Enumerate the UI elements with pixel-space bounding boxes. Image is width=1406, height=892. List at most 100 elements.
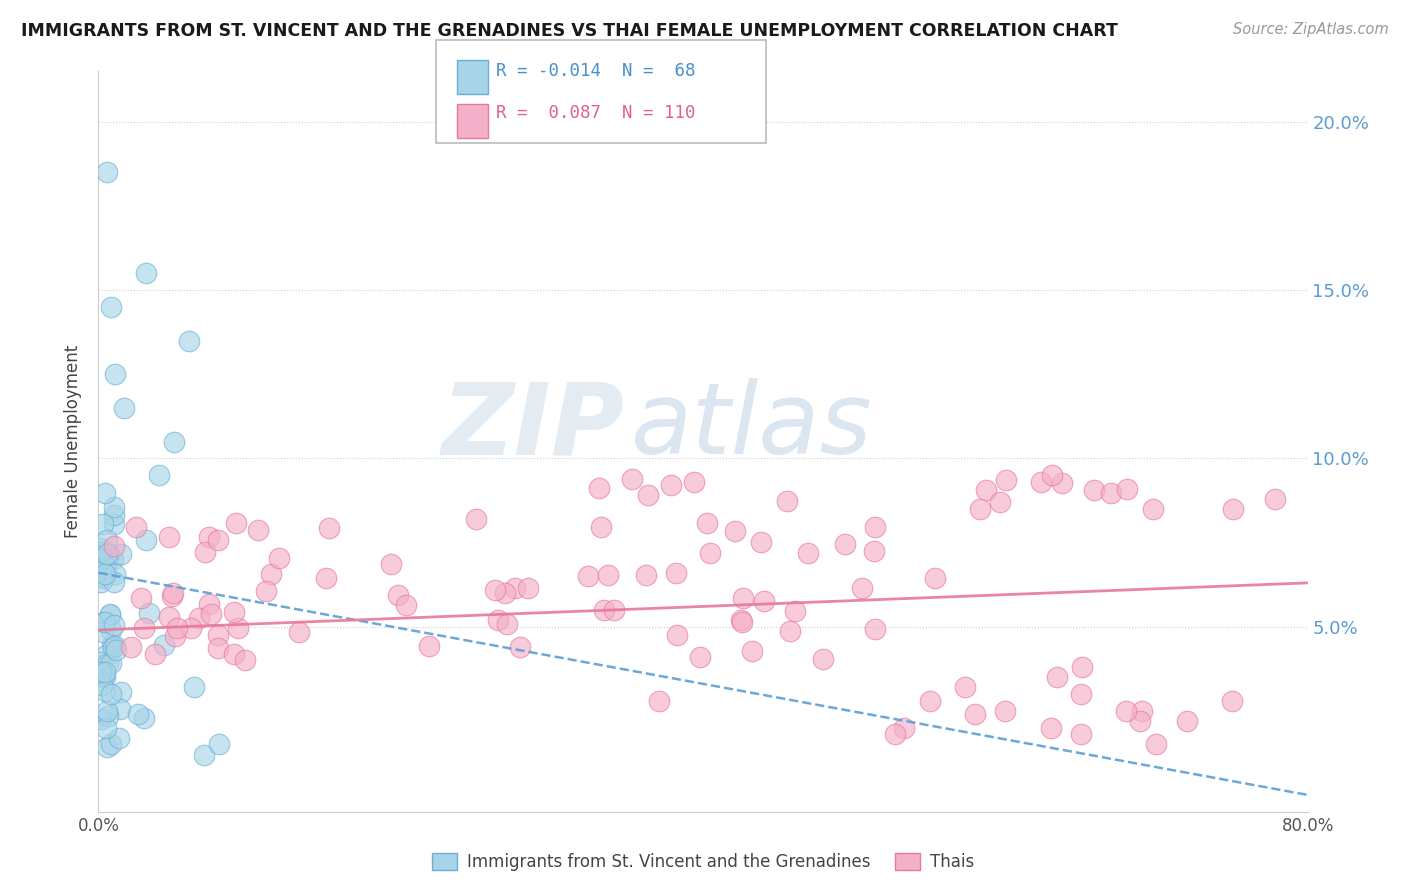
Point [862, 544, 884, 558]
Point [380, 557, 402, 571]
Point [91, 568, 114, 582]
Point [157, 530, 180, 544]
Point [1029, 475, 1052, 490]
Point [1220, 694, 1243, 708]
Point [103, 540, 125, 554]
Point [1046, 670, 1069, 684]
Point [193, 747, 215, 762]
Point [689, 649, 711, 664]
Point [124, 520, 146, 534]
Point [1040, 468, 1063, 483]
Point [101, 638, 124, 652]
Point [90, 574, 112, 589]
Point [509, 640, 531, 655]
Point [503, 581, 526, 595]
Point [637, 488, 659, 502]
Point [1144, 738, 1167, 752]
Point [659, 478, 682, 492]
Point [699, 546, 721, 560]
Text: R =  0.087  N = 110: R = 0.087 N = 110 [496, 104, 696, 122]
Point [863, 520, 886, 534]
Point [103, 500, 125, 515]
Point [135, 533, 157, 547]
Point [163, 434, 186, 449]
Point [96, 648, 118, 662]
Point [90, 712, 112, 726]
Point [741, 644, 763, 658]
Point [138, 607, 160, 621]
Point [724, 524, 747, 538]
Point [974, 483, 997, 498]
Point [200, 607, 222, 622]
Point [733, 591, 755, 606]
Point [1175, 714, 1198, 728]
Point [134, 622, 156, 636]
Point [98, 608, 121, 623]
Point [127, 706, 149, 721]
Point [1115, 704, 1137, 718]
Point [260, 566, 283, 581]
Point [160, 589, 183, 603]
Point [207, 533, 229, 547]
Point [225, 516, 247, 530]
Point [683, 475, 706, 489]
Point [226, 622, 249, 636]
Point [108, 731, 131, 746]
Point [153, 638, 176, 652]
Point [90, 655, 112, 669]
Text: ZIP: ZIP [441, 378, 624, 475]
Point [751, 535, 773, 549]
Point [120, 640, 142, 655]
Point [166, 621, 188, 635]
Point [494, 585, 516, 599]
Point [194, 544, 217, 558]
Point [394, 598, 416, 612]
Point [148, 468, 170, 483]
Point [100, 657, 122, 671]
Point [93, 667, 115, 681]
Point [596, 567, 619, 582]
Legend: Immigrants from St. Vincent and the Grenadines, Thais: Immigrants from St. Vincent and the Gren… [425, 846, 981, 878]
Point [94, 665, 117, 680]
Point [315, 571, 337, 585]
Point [222, 605, 245, 619]
Point [143, 647, 166, 661]
Point [103, 640, 125, 655]
Point [89, 544, 111, 558]
Point [93, 571, 115, 585]
Point [779, 624, 801, 639]
Point [1039, 721, 1062, 735]
Point [648, 694, 671, 708]
Point [924, 571, 946, 585]
Point [696, 516, 718, 530]
Y-axis label: Female Unemployment: Female Unemployment [65, 345, 83, 538]
Point [103, 574, 125, 589]
Point [988, 495, 1011, 509]
Point [588, 482, 610, 496]
Point [94, 615, 117, 629]
Point [94, 567, 117, 582]
Point [1130, 704, 1153, 718]
Point [100, 623, 122, 637]
Point [135, 266, 157, 280]
Point [387, 588, 409, 602]
Point [91, 516, 114, 531]
Point [969, 501, 991, 516]
Point [198, 530, 221, 544]
Point [100, 300, 122, 314]
Point [91, 625, 114, 640]
Point [603, 603, 626, 617]
Point [783, 604, 806, 618]
Point [1050, 476, 1073, 491]
Point [851, 582, 873, 596]
Point [267, 551, 290, 566]
Point [418, 639, 440, 653]
Point [665, 627, 688, 641]
Point [731, 615, 754, 630]
Point [965, 707, 987, 722]
Point [1083, 483, 1105, 498]
Point [621, 472, 644, 486]
Point [103, 617, 125, 632]
Point [90, 665, 112, 679]
Point [730, 613, 752, 627]
